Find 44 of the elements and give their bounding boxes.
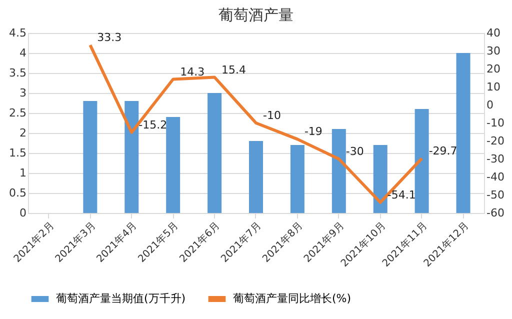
y2-tick-label: -10	[486, 116, 504, 130]
bar	[332, 129, 346, 213]
y-tick-label: 4	[20, 46, 26, 60]
y-tick-label: 2.5	[9, 106, 26, 120]
bar	[290, 145, 304, 213]
y2-tick-label: -60	[486, 206, 504, 220]
bar	[166, 117, 180, 213]
bar	[456, 53, 470, 213]
y2-tick-label: -20	[486, 134, 504, 148]
bar	[249, 141, 263, 213]
data-label: -29.7	[428, 144, 458, 158]
chart-title: 葡萄酒产量	[218, 6, 294, 24]
data-label: -54.1	[387, 188, 416, 202]
bar	[414, 109, 429, 213]
y2-tick-label: 40	[486, 26, 500, 40]
data-label: 14.3	[180, 65, 205, 78]
data-label: 33.3	[97, 31, 122, 44]
y-tick-label: 3	[20, 86, 26, 100]
bar	[208, 93, 222, 213]
y-tick-label: 1.5	[9, 146, 26, 160]
line-series	[88, 44, 424, 204]
y-tick-label: 3.5	[9, 66, 26, 80]
y2-tick-label: 30	[486, 44, 500, 58]
legend-label: 葡萄酒产量同比增长(%)	[233, 292, 352, 305]
data-label: -19	[304, 125, 322, 138]
y-tick-label: 2	[20, 126, 26, 140]
y-tick-label: 4.5	[9, 26, 26, 40]
y-tick-label: 0.5	[9, 186, 26, 200]
bar	[83, 101, 98, 213]
data-label: -15.2	[138, 118, 168, 132]
data-label: -10	[263, 109, 281, 122]
y-tick-label: 1	[20, 166, 26, 180]
y2-tick-label: 20	[486, 62, 500, 76]
y2-tick-label: -40	[486, 170, 504, 184]
y2-tick-label: -30	[486, 152, 504, 166]
bar	[373, 145, 388, 213]
y-tick-label: 0	[20, 206, 26, 220]
legend-label: 葡萄酒产量当期值(万千升)	[56, 292, 186, 305]
y2-tick-label: -50	[486, 188, 504, 202]
y2-tick-label: 10	[486, 80, 500, 94]
y2-tick-label: 0	[486, 98, 494, 112]
bar	[124, 101, 139, 213]
data-label: 15.4	[222, 63, 246, 76]
data-label: -30	[346, 145, 364, 158]
